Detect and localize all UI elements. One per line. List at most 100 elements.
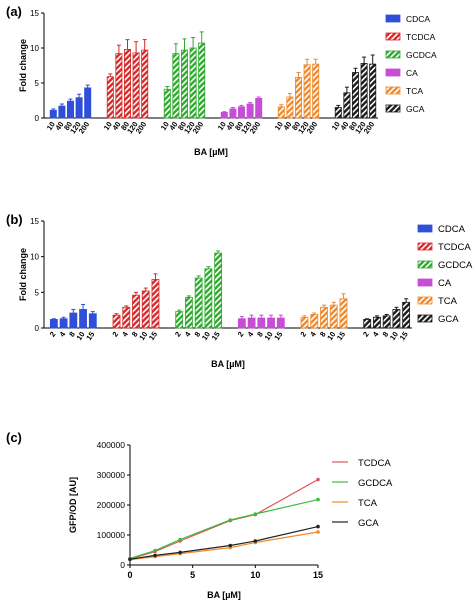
a-legend-label: GCDCA [406, 50, 437, 60]
a-legend-label: GCA [406, 104, 425, 114]
a-bar-tca [312, 63, 320, 119]
b-x-tick-label: 8 [193, 330, 203, 339]
c-point-gcdca [253, 512, 258, 516]
c-point-gca [316, 524, 320, 529]
b-bar-ca [276, 317, 285, 329]
a-bar-gcdca [181, 49, 188, 119]
b-x-tick-label: 10 [137, 330, 149, 342]
b-x-tick-label: 2 [173, 330, 183, 339]
c-legend-label: TCDCA [358, 458, 391, 469]
a-x-tick-label: 40 [53, 120, 65, 132]
b-x-tick-label: 10 [263, 330, 275, 342]
c-y-tick-label: 100000 [97, 530, 126, 540]
b-bar-cdca [49, 319, 58, 329]
a-legend-swatch-cdca [385, 14, 401, 23]
a-bar-cdca [75, 97, 83, 119]
a-bar-tca [295, 77, 302, 119]
b-bar-gcdca [204, 268, 213, 329]
b-bar-gca [363, 319, 372, 329]
a-y-tick-label: 10 [30, 44, 39, 53]
b-x-tick-label: 8 [130, 330, 140, 339]
b-bar-cdca [59, 318, 68, 329]
a-x-tick-label: 10 [330, 120, 342, 132]
c-point-gcdca [316, 497, 320, 502]
b-x-tick-label: 2 [48, 330, 58, 339]
a-x-tick-label: 80 [62, 120, 74, 132]
a-bar-tcdca [106, 76, 114, 119]
a-x-tick-label: 200 [248, 120, 263, 135]
panel-c: (c) 0 100000 200000 300000 400000 0 5 10 15 GFP/O… [0, 420, 474, 608]
a-y-tick-label: 5 [35, 79, 40, 88]
b-x-tick-label: 15 [210, 330, 222, 342]
b-bar-tcdca [112, 314, 121, 329]
c-point-gca [178, 550, 182, 555]
a-x-tick-label: 200 [191, 120, 206, 135]
b-legend-swatch-gcdca [417, 260, 433, 269]
a-y-tick-label: 15 [30, 9, 39, 18]
a-bar-cdca [84, 87, 92, 119]
c-y-tick-label: 300000 [97, 470, 126, 480]
line-chart-c: 0 100000 200000 300000 400000 0 5 10 15 GFP/OD [A… [68, 440, 393, 600]
a-bar-tcdca [115, 53, 123, 119]
b-x-tick-label: 8 [255, 330, 265, 339]
b-bar-cdca [79, 309, 87, 329]
b-x-tick-label: 8 [381, 330, 391, 339]
c-series-line-gcdca [129, 499, 319, 559]
a-legend-swatch-gcdca [385, 50, 401, 59]
a-bar-ca [229, 108, 237, 119]
a-legend-swatch-tcdca [385, 32, 401, 41]
a-bar-gca [360, 63, 368, 119]
panel-a: (a) 0 5 10 15 Fold change BA [µM] 10 40 80 120 200… [0, 0, 474, 178]
c-y-tick-label: 0 [120, 560, 125, 570]
c-x-tick-label: 15 [313, 570, 323, 580]
b-bar-tca [329, 304, 338, 329]
b-legend-swatch-gca [417, 314, 433, 323]
b-y-tick-label: 10 [30, 253, 39, 262]
b-x-tick-label: 2 [361, 330, 371, 339]
c-point-gca [153, 553, 157, 558]
b-legend-swatch-tca [417, 296, 433, 305]
a-bar-tca [303, 64, 311, 119]
c-point-gcdca [228, 518, 233, 522]
b-legend-label: CDCA [438, 224, 466, 235]
a-x-tick-label: 10 [273, 120, 285, 132]
b-x-tick-label: 10 [325, 330, 337, 342]
b-bar-gcdca [214, 252, 223, 329]
b-x-tick-label: 15 [398, 330, 410, 342]
a-x-tick-label: 80 [176, 120, 188, 132]
b-bar-ca [237, 318, 246, 329]
a-legend-swatch-ca [385, 68, 401, 77]
c-legend-label: GCDCA [358, 478, 393, 489]
c-legend-label: GCA [358, 518, 379, 529]
b-bar-tcdca [132, 294, 140, 329]
panel-b: (b) 0 5 10 15 Fold change BA [µM] 2 4 8 10 15 2 4 8 10… [0, 200, 474, 380]
b-legend-label: TCA [438, 296, 458, 307]
a-bar-gcdca [163, 88, 171, 119]
a-bar-cdca [58, 105, 66, 119]
b-y-tick-label: 5 [35, 288, 40, 297]
a-x-tick-label: 200 [77, 120, 92, 135]
a-x-tick-label: 40 [110, 120, 122, 132]
a-x-tick-label: 40 [224, 120, 236, 132]
c-x-tick-label: 10 [250, 570, 260, 580]
b-x-tick-label: 8 [67, 330, 77, 339]
a-bar-tca [277, 106, 285, 119]
c-point-gca [228, 543, 233, 548]
a-bar-tcdca [141, 49, 149, 119]
a-x-tick-label: 80 [233, 120, 245, 132]
b-legend-swatch-cdca [417, 224, 433, 233]
a-x-tick-label: 10 [102, 120, 114, 132]
a-bar-ca [220, 112, 228, 119]
b-bar-tca [310, 314, 319, 329]
a-bar-cdca [67, 100, 74, 119]
b-legend-label: GCDCA [438, 260, 473, 271]
b-x-tick-label: 15 [84, 330, 96, 342]
b-x-tick-label: 8 [318, 330, 328, 339]
c-point-tca [316, 530, 320, 534]
c-x-axis-label: BA [µM] [207, 590, 241, 600]
a-bar-tca [286, 96, 294, 119]
b-legend-label: CA [438, 278, 452, 289]
b-x-tick-label: 15 [147, 330, 159, 342]
